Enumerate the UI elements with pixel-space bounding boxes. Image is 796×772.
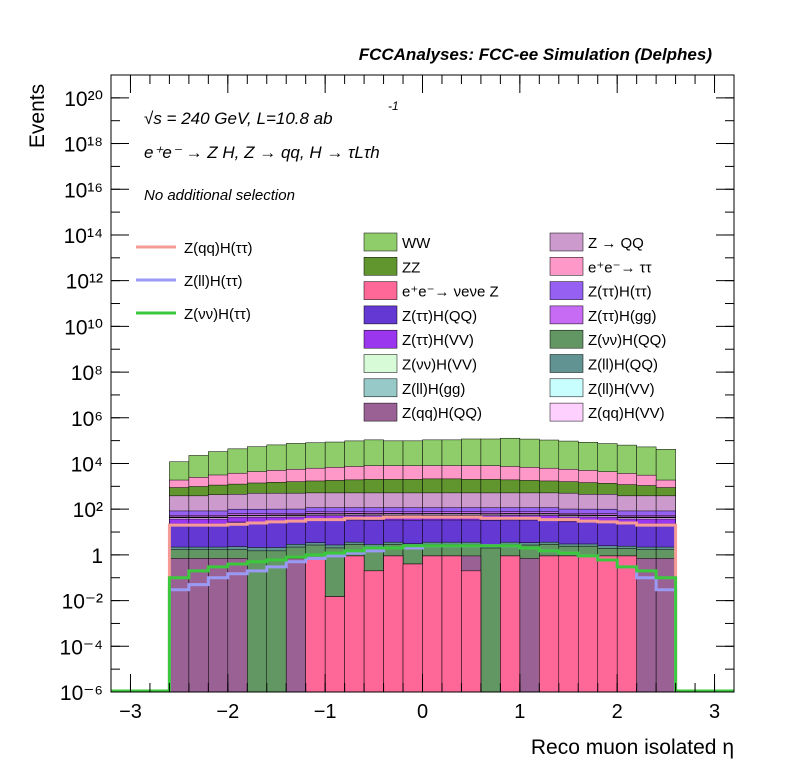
bar-e-e-e-e-z	[597, 555, 618, 693]
legend-swatch-z-qq-h-vv	[549, 402, 584, 422]
y-tick-label: 10⁴	[71, 453, 103, 476]
legend: Z(qq)H(ττ) Z(ll)H(ττ) Z(νν)H(ττ) WW Z → QQ ZZ…	[136, 232, 666, 422]
legend-swatch-z-h	[549, 281, 584, 300]
y-tick-label: 10²⁰	[64, 88, 103, 111]
legend-label-zz: ZZ	[402, 259, 420, 276]
y-tick-label: 10⁶	[71, 408, 103, 431]
legend-label-z-h-qq: Z(νν)H(QQ)	[588, 332, 666, 349]
legend-label-z-h-qq: Z(ττ)H(QQ)	[402, 308, 477, 325]
x-tick-label: 0	[417, 701, 428, 723]
legend-label-z-qq-h: Z(qq)H(ττ)	[184, 240, 253, 257]
y-tick-label: 10⁻⁶	[60, 682, 103, 705]
bar-z-qq-h-qq	[285, 558, 306, 693]
x-tick-label: −1	[314, 701, 337, 723]
y-tick-label: 1	[91, 545, 103, 568]
legend-swatch-z-ll-h-qq	[549, 354, 584, 373]
legend-swatch-z-ll-h-gg	[363, 378, 398, 398]
x-tick-label: 3	[709, 701, 720, 723]
y-tick-label: 10⁻²	[62, 591, 103, 614]
y-tick-label: 10⁸	[71, 362, 103, 385]
y-tick-label: 10¹⁸	[64, 134, 103, 157]
bar-z-qq-h-qq	[519, 558, 540, 693]
bar-e-e-e-e-z	[616, 555, 637, 693]
line-z-h	[167, 544, 678, 692]
legend-label-z-ll-h-qq: Z(ll)H(QQ)	[588, 357, 658, 374]
legend-swatch-z-h-vv	[363, 329, 398, 349]
legend-label-z-h: Z(νν)H(ττ)	[184, 306, 251, 323]
energy-superscript: -1	[388, 99, 399, 113]
bar-e-e-e-e-z	[383, 555, 404, 693]
legend-swatch-e-e	[549, 257, 584, 276]
legend-label-z-ll-h-gg: Z(ll)H(gg)	[402, 381, 465, 398]
legend-label-z-h-gg: Z(ττ)H(gg)	[588, 308, 657, 325]
legend-swatch-zz	[363, 257, 398, 276]
legend-label-z-h-vv: Z(νν)H(VV)	[402, 357, 477, 374]
x-tick-label: −2	[216, 701, 239, 723]
stacked-histograms	[169, 437, 676, 693]
legend-swatch-z-ll-h-vv	[549, 378, 584, 398]
signal-histograms	[111, 515, 734, 693]
bar-e-e-e-e-z	[344, 555, 365, 693]
legend-label-z-h: Z(ττ)H(ττ)	[588, 284, 652, 301]
legend-label-z-qq-h-qq: Z(qq)H(QQ)	[402, 405, 482, 422]
axes: −3 −2 −1 0 1 2 3 10⁻⁶ 10⁻⁴ 10⁻² 1 10² 10⁴ 10⁶ 10⁸ 10¹⁰ 1…	[60, 74, 735, 723]
selection-label: No additional selection	[144, 187, 295, 204]
x-tick-label: 2	[612, 701, 623, 723]
y-tick-label: 10¹²	[66, 271, 103, 294]
process-label: e⁺e⁻ → Z H, Z → qq, H → τLτh	[144, 143, 380, 162]
x-tick-label: 1	[514, 701, 525, 723]
bar-z-qq-h-qq	[188, 558, 209, 693]
y-tick-label: 10²	[73, 499, 103, 522]
legend-swatch-z-qq-h-qq	[363, 402, 398, 422]
bar-e-e-e-e-z	[422, 555, 443, 693]
bar-z-h-qq	[480, 547, 501, 693]
legend-label-z-h-vv: Z(ττ)H(VV)	[402, 332, 474, 349]
x-tick-label: −3	[119, 701, 142, 723]
bar-e-e-e-e-z	[500, 555, 521, 693]
legend-label-ww: WW	[402, 235, 431, 252]
bar-e-e-e-e-z	[558, 555, 579, 693]
legend-swatch-z-h-vv	[363, 354, 398, 373]
bar-e-e-e-e-z	[363, 570, 384, 693]
y-tick-label: 10¹⁶	[64, 179, 103, 202]
legend-label-z-ll-h: Z(ll)H(ττ)	[184, 273, 243, 290]
bar-e-e-e-e-z	[539, 555, 560, 693]
y-axis-label: Events	[26, 84, 49, 148]
bar-e-e-e-e-z	[461, 570, 482, 693]
bar-e-e-e-e-z	[441, 555, 462, 693]
y-tick-label: 10⁻⁴	[60, 636, 103, 659]
y-tick-label: 10¹⁴	[64, 225, 103, 248]
legend-swatch-z-h-qq	[363, 305, 398, 325]
bar-z-qq-h-qq	[227, 558, 248, 693]
line-z-qq-h	[167, 515, 678, 692]
legend-label-z-qq: Z → QQ	[588, 235, 644, 252]
legend-label-z-qq-h-vv: Z(qq)H(VV)	[588, 405, 665, 422]
energy-label: √s = 240 GeV, L=10.8 ab	[144, 109, 333, 128]
stack-e-e-e-e-z	[305, 555, 637, 693]
bar-e-e-e-e-z	[402, 563, 423, 693]
legend-swatch-e-e-e-e-z	[363, 281, 398, 300]
legend-label-z-ll-h-vv: Z(ll)H(VV)	[588, 381, 655, 398]
legend-label-e-e-e-e-z: e⁺e⁻→ νeνe Z	[402, 284, 499, 301]
bar-z-h-qq	[266, 550, 287, 693]
bar-e-e-e-e-z	[578, 555, 598, 693]
legend-swatch-z-qq	[549, 232, 584, 252]
bar-e-e-e-e-z	[324, 596, 345, 693]
legend-swatch-ww	[363, 232, 398, 252]
legend-swatch-z-h-qq	[549, 329, 584, 349]
plot-title: FCCAnalyses: FCC-ee Simulation (Delphes)	[359, 45, 713, 64]
bar-e-e-e-e-z	[305, 558, 326, 693]
y-tick-label: 10¹⁰	[64, 316, 103, 339]
x-axis-label: Reco muon isolated η	[531, 736, 734, 759]
legend-label-e-e: e⁺e⁻→ ττ	[588, 259, 652, 276]
legend-swatch-z-h-gg	[549, 305, 584, 325]
